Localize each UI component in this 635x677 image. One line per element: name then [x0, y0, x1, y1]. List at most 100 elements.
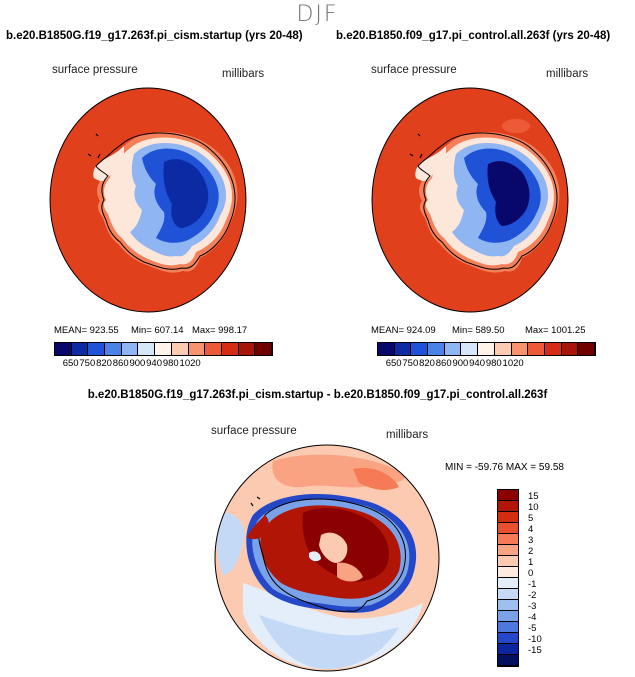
right-map-high-spot — [502, 119, 530, 133]
left-cb-label: 900 — [129, 358, 146, 369]
colorbar-box — [444, 343, 462, 355]
left-map-coastline — [95, 132, 236, 270]
diff-map-cool-left — [216, 512, 245, 575]
right-min: Min= 589.50 — [452, 325, 505, 336]
diff-cb-label: -5 — [528, 623, 537, 634]
right-panel-units: millibars — [546, 68, 589, 80]
right-cb-label: 750 — [402, 358, 419, 369]
diff-colorbar-box — [498, 556, 518, 567]
diff-colorbar-box — [498, 567, 518, 578]
colorbar-box — [238, 343, 256, 355]
right-polar-map — [371, 87, 569, 313]
colorbar-box — [378, 343, 395, 355]
diff-cb-label: -3 — [528, 601, 537, 612]
right-colorbar — [377, 342, 596, 356]
diff-colorbar-box — [498, 545, 518, 556]
diff-cb-label: 0 — [528, 568, 534, 579]
diff-colorbar-box — [498, 611, 518, 622]
diff-colorbar-box — [498, 534, 518, 545]
left-max: Max= 998.17 — [192, 325, 248, 336]
colorbar-box — [88, 343, 106, 355]
diff-cb-label: 15 — [528, 491, 539, 502]
right-max: Max= 1001.25 — [525, 325, 586, 336]
diff-colorbar-box — [498, 622, 518, 633]
diff-cb-label: -4 — [528, 612, 537, 623]
right-map-border — [371, 87, 569, 313]
colorbar-box — [544, 343, 562, 355]
colorbar-box — [221, 343, 239, 355]
colorbar-box — [138, 343, 156, 355]
left-panel-variable: surface pressure — [52, 64, 138, 76]
diff-cb-label: -15 — [528, 645, 542, 656]
diff-colorbar-box — [498, 501, 518, 512]
left-colorbar-labels: 650 750 820 860 900 940 980 1020 — [54, 358, 271, 370]
diff-map-blue-notch — [309, 551, 321, 562]
right-map-band-core — [487, 161, 530, 226]
colorbar-box — [121, 343, 139, 355]
right-map-coastline — [417, 132, 558, 270]
colorbar-box — [478, 343, 495, 355]
colorbar-box — [205, 343, 222, 355]
diff-map-cool-bottom-2 — [259, 615, 399, 669]
diff-colorbar-box — [498, 512, 518, 523]
colorbar-box — [255, 343, 272, 355]
colorbar-box — [188, 343, 206, 355]
diff-map-light-interior-2 — [337, 562, 363, 582]
left-min: Min= 607.14 — [131, 325, 184, 336]
colorbar-box — [428, 343, 445, 355]
left-map-peninsula — [93, 146, 124, 181]
colorbar-box — [461, 343, 479, 355]
right-panel-title: b.e20.B1850.f09_g17.pi_control.all.263f … — [336, 30, 611, 42]
left-panel-title: b.e20.B1850G.f19_g17.263f.pi_cism.startu… — [6, 30, 303, 42]
colorbar-box — [71, 343, 89, 355]
left-map-island — [87, 133, 101, 159]
right-panel-variable: surface pressure — [371, 64, 457, 76]
figure-title: DJF — [296, 2, 339, 27]
left-cb-label: 650 — [62, 358, 79, 369]
left-cb-label: 980 — [162, 358, 179, 369]
difference-min-max: MIN = -59.76 MAX = 59.58 — [445, 462, 564, 473]
diff-cb-label: -1 — [528, 579, 537, 590]
right-map-island — [409, 133, 423, 159]
left-polar-map — [49, 87, 247, 313]
colorbar-box — [155, 343, 172, 355]
diff-map-warm-patch — [353, 467, 399, 490]
difference-colorbar-labels: 15 10 5 4 3 2 1 0 -1 -2 -3 -4 -5 -10 -15 — [528, 491, 568, 667]
left-colorbar — [54, 342, 273, 356]
left-map-border — [49, 87, 247, 313]
left-panel-units: millibars — [222, 68, 265, 80]
right-cb-label: 940 — [469, 358, 485, 369]
left-cb-label: 750 — [79, 358, 96, 369]
right-mean: MEAN= 924.09 — [371, 325, 436, 336]
right-cb-label: 900 — [452, 358, 469, 369]
difference-polar-map — [214, 444, 440, 672]
diff-colorbar-box — [498, 600, 518, 611]
left-map-band-core — [163, 159, 209, 228]
left-cb-label: 820 — [96, 358, 112, 369]
colorbar-box — [494, 343, 512, 355]
diff-cb-label: -10 — [528, 634, 542, 645]
diff-colorbar-box — [498, 589, 518, 600]
left-cb-label: 940 — [146, 358, 162, 369]
colorbar-box — [561, 343, 579, 355]
diff-cb-label: 5 — [528, 513, 534, 524]
colorbar-box — [55, 343, 72, 355]
diff-colorbar-box — [498, 655, 518, 666]
diff-map-coastline — [258, 498, 406, 612]
colorbar-box — [511, 343, 529, 355]
diff-cb-label: 1 — [528, 557, 534, 568]
colorbar-box — [105, 343, 122, 355]
diff-map-peninsula — [247, 515, 269, 540]
right-colorbar-labels: 650 750 820 860 900 940 980 1020 — [377, 358, 594, 370]
difference-map-border — [214, 444, 440, 672]
left-mean: MEAN= 923.55 — [54, 325, 119, 336]
colorbar-box — [578, 343, 595, 355]
colorbar-box — [411, 343, 429, 355]
diff-colorbar-box — [498, 523, 518, 534]
difference-units: millibars — [386, 429, 429, 441]
diff-colorbar-box — [498, 644, 518, 655]
diff-colorbar-box — [498, 633, 518, 644]
colorbar-box — [171, 343, 189, 355]
diff-map-light-interior — [319, 532, 348, 563]
difference-colorbar — [497, 489, 519, 667]
